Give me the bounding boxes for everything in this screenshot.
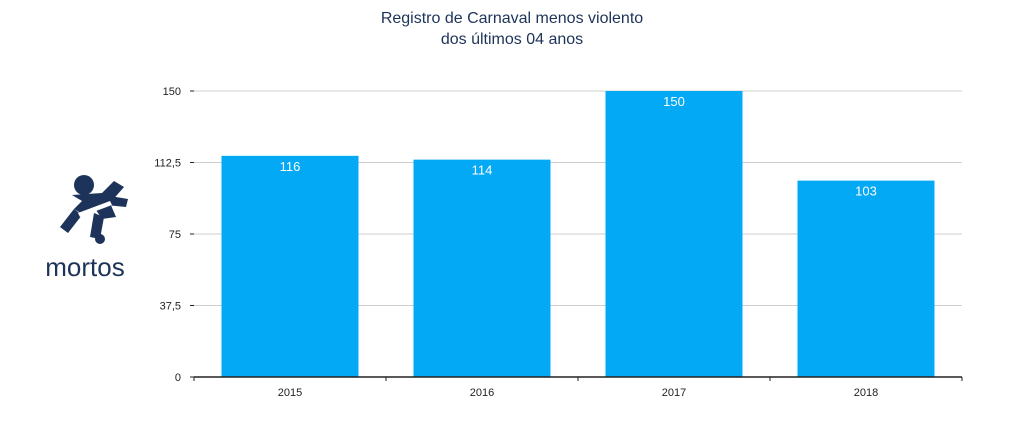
x-tick-label: 2015 bbox=[278, 387, 302, 399]
side-label: mortos bbox=[45, 252, 125, 282]
y-tick-label: 112,5 bbox=[154, 158, 181, 170]
running-person-icon bbox=[60, 175, 128, 244]
bar bbox=[605, 91, 743, 377]
bar bbox=[413, 159, 551, 377]
x-tick-label: 2017 bbox=[662, 387, 686, 399]
data-label: 114 bbox=[472, 163, 493, 178]
x-tick-label: 2018 bbox=[854, 387, 878, 399]
y-tick-label: 75 bbox=[169, 229, 181, 241]
x-tick-label: 2016 bbox=[470, 387, 494, 399]
data-label: 116 bbox=[280, 159, 301, 174]
data-label: 150 bbox=[663, 94, 685, 109]
y-tick-label: 0 bbox=[175, 372, 181, 384]
data-label: 103 bbox=[855, 184, 877, 199]
chart-title: Registro de Carnaval menos violento bbox=[380, 10, 644, 27]
y-tick-label: 37,5 bbox=[160, 301, 181, 313]
bar bbox=[797, 180, 935, 377]
chart-subtitle: dos últimos 04 anos bbox=[440, 31, 584, 48]
bar bbox=[221, 155, 359, 377]
y-tick-label: 150 bbox=[163, 86, 181, 98]
